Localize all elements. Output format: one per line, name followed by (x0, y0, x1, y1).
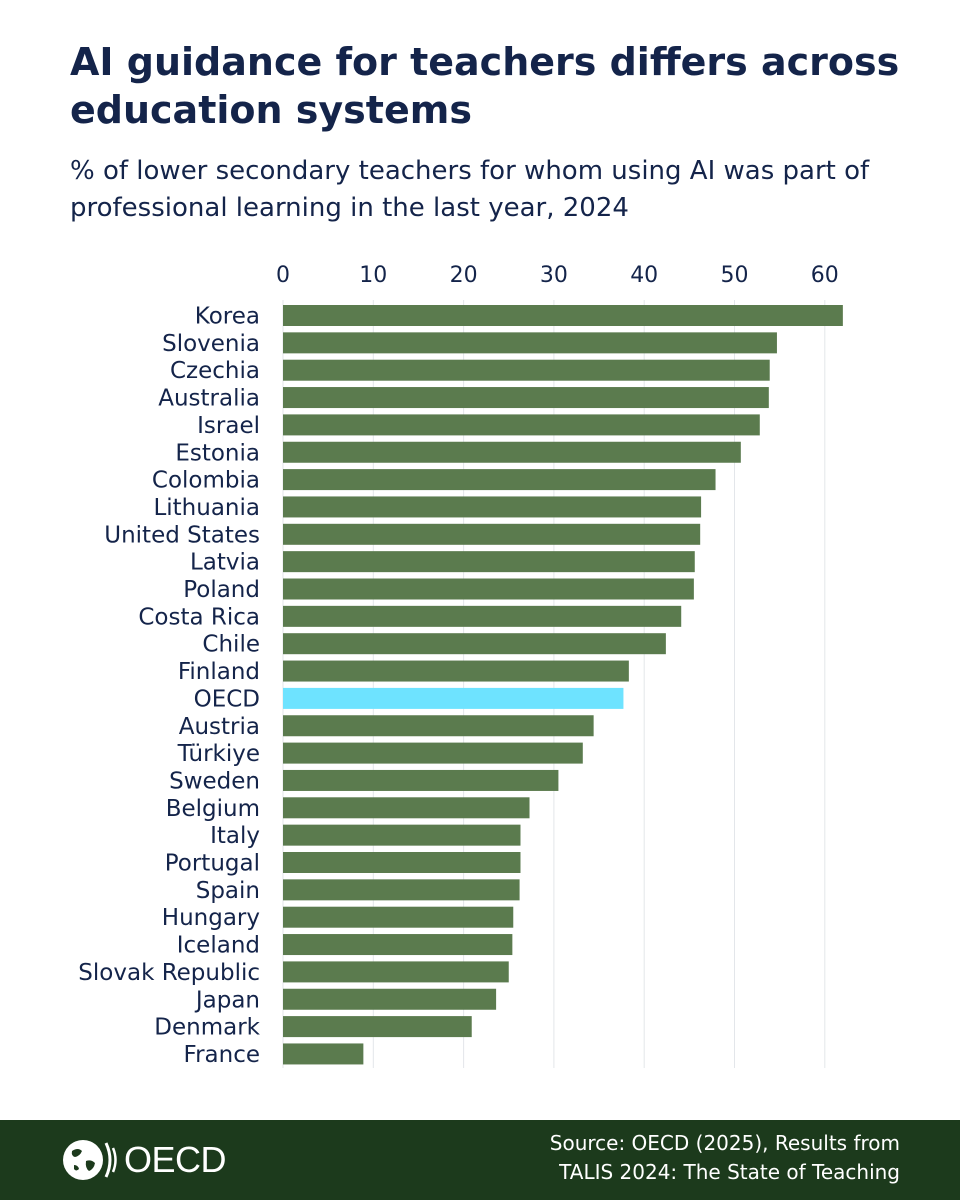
bar (283, 824, 521, 846)
category-labels: KoreaSloveniaCzechiaAustraliaIsraelEston… (78, 304, 260, 1068)
category-label: Czechia (170, 358, 260, 384)
bar (283, 906, 514, 928)
bar (283, 633, 666, 655)
category-label: Austria (179, 714, 260, 740)
category-label: Costa Rica (138, 604, 260, 630)
category-label: Latvia (190, 550, 260, 576)
bar (283, 852, 521, 873)
chart-subtitle: % of lower secondary teachers for whom u… (70, 156, 870, 223)
bar (283, 414, 760, 436)
bar (283, 934, 513, 956)
category-label: France (184, 1042, 260, 1068)
globe-icon (63, 1140, 117, 1180)
bar (283, 332, 777, 354)
bar-chart: 0 10 20 30 40 50 60 KoreaSloveniaCzechiaAustra… (78, 263, 843, 1068)
bar (283, 715, 594, 737)
bar (283, 441, 741, 463)
category-label: Spain (196, 878, 260, 904)
chart-title: AI guidance for teachers differs across … (70, 40, 900, 132)
oecd-logo-text: OECD (124, 1139, 227, 1180)
x-tick-label: 40 (630, 263, 658, 288)
category-label: Estonia (175, 440, 260, 466)
category-label: Portugal (165, 851, 260, 877)
category-label: Finland (178, 659, 260, 685)
footer-bar: OECD Source: OECD (2025), Results from T… (0, 1120, 960, 1200)
source-line-2: TALIS 2024: The State of Teaching (559, 1160, 900, 1184)
category-label: Colombia (152, 468, 260, 494)
bar (283, 742, 583, 764)
category-label: Japan (194, 987, 260, 1013)
category-label: Belgium (166, 796, 260, 822)
category-label: Denmark (154, 1015, 260, 1041)
x-tick-label: 50 (721, 263, 749, 288)
bar (283, 988, 497, 1010)
bar (283, 523, 701, 545)
x-tick-label: 0 (276, 263, 290, 288)
bar (283, 1043, 364, 1065)
bar (283, 578, 694, 600)
bar (283, 687, 624, 709)
category-label: Sweden (169, 768, 260, 794)
category-label: Poland (183, 577, 260, 603)
bar (283, 359, 770, 381)
bar (283, 469, 716, 491)
category-label: Slovenia (162, 331, 260, 357)
bar (283, 605, 682, 627)
category-label: Hungary (162, 905, 260, 931)
bar (283, 387, 769, 409)
category-label: Iceland (177, 933, 260, 959)
bar (283, 797, 530, 819)
bar (283, 769, 559, 791)
bar (283, 496, 702, 518)
x-tick-label: 60 (811, 263, 839, 288)
oecd-logo: OECD (60, 1137, 227, 1183)
category-label: Türkiye (177, 741, 260, 767)
category-label: Israel (197, 413, 260, 439)
x-tick-label: 30 (540, 263, 568, 288)
x-tick-label: 20 (450, 263, 478, 288)
category-label: Chile (202, 632, 260, 658)
x-tick-label: 10 (359, 263, 387, 288)
source-line-1: Source: OECD (2025), Results from (549, 1131, 900, 1155)
category-label: Korea (195, 304, 260, 330)
category-label: Australia (158, 386, 260, 412)
x-axis-ticks: 0 10 20 30 40 50 60 (276, 263, 839, 288)
category-label: OECD (194, 686, 260, 712)
category-label: Italy (210, 823, 260, 849)
bar (283, 660, 629, 682)
category-label: Lithuania (153, 495, 260, 521)
bar (283, 305, 843, 326)
bar (283, 1016, 472, 1038)
source-note: Source: OECD (2025), Results from TALIS … (550, 1129, 900, 1187)
bar (283, 551, 695, 573)
bars (283, 305, 843, 1065)
category-label: Slovak Republic (78, 960, 260, 986)
bar (283, 879, 520, 901)
bar (283, 961, 509, 983)
category-label: United States (104, 522, 260, 548)
